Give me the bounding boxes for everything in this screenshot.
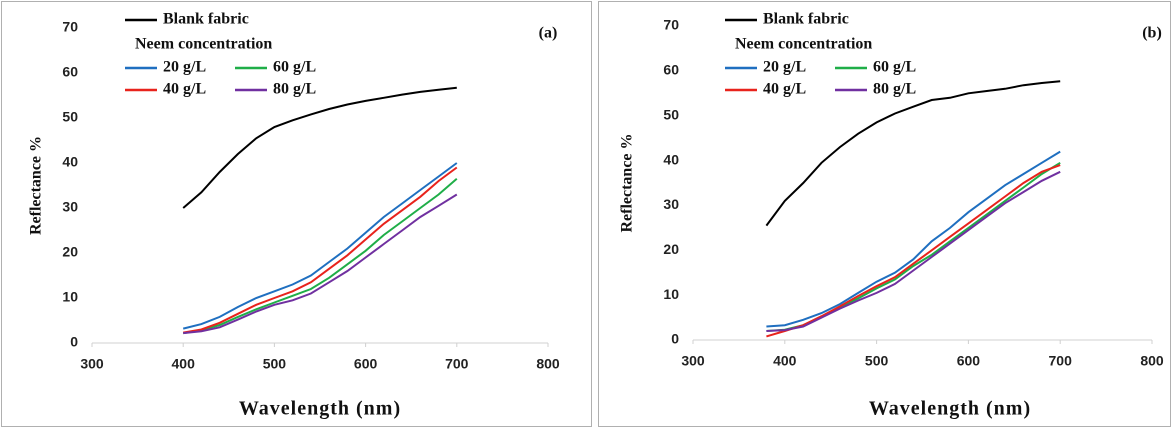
legend-label: 60 g/L (873, 59, 916, 76)
y-tick-label: 30 (62, 199, 78, 215)
y-tick-label: 30 (663, 196, 679, 212)
series-line (766, 170, 1061, 332)
legend-label: 60 g/L (273, 59, 316, 76)
legend-label: Blank fabric (763, 11, 849, 28)
y-tick-label: 70 (62, 19, 78, 35)
x-tick-label: 400 (172, 356, 196, 372)
legend-title: Neem concentration (135, 36, 272, 53)
series-line (183, 178, 458, 335)
legend-label: 40 g/L (763, 81, 806, 98)
x-tick-label: 700 (445, 356, 469, 372)
y-tick-label: 60 (663, 62, 679, 78)
y-tick-label: 20 (663, 241, 679, 257)
x-tick-label: 400 (773, 353, 797, 369)
x-axis-title: Wavelength (nm) (239, 398, 401, 420)
x-tick-label: 800 (536, 356, 560, 372)
y-tick-label: 0 (70, 334, 78, 350)
x-tick-label: 300 (681, 353, 705, 369)
panel-label: (b) (1142, 25, 1162, 42)
series-line (766, 150, 1061, 328)
y-tick-label: 10 (663, 286, 679, 302)
x-tick-label: 700 (1049, 353, 1073, 369)
legend-label: 80 g/L (273, 81, 316, 98)
legend-label: 20 g/L (163, 59, 206, 76)
legend-label: 80 g/L (873, 81, 916, 98)
y-tick-label: 60 (62, 64, 78, 80)
y-tick-label: 50 (663, 106, 679, 122)
x-tick-label: 800 (1140, 353, 1164, 369)
legend-label: 40 g/L (163, 81, 206, 98)
y-tick-label: 50 (62, 109, 78, 125)
legend-label: 20 g/L (763, 59, 806, 76)
x-tick-label: 500 (865, 353, 889, 369)
panel-frame (598, 1, 1171, 427)
series-line (766, 164, 1061, 338)
y-tick-label: 40 (62, 154, 78, 170)
y-tick-label: 0 (671, 331, 679, 347)
x-axis-title: Wavelength (nm) (869, 398, 1031, 420)
legend-label: Blank fabric (163, 11, 249, 28)
y-axis-title: Reflectance % (28, 136, 45, 235)
y-axis-title: Reflectance % (619, 133, 636, 232)
x-tick-label: 300 (80, 356, 104, 372)
y-tick-label: 70 (663, 17, 679, 33)
x-tick-label: 500 (263, 356, 287, 372)
series-line (183, 193, 458, 335)
x-tick-label: 600 (957, 353, 981, 369)
series-line (182, 86, 457, 209)
series-line (182, 162, 458, 330)
series-line (183, 166, 458, 334)
series-line (765, 80, 1061, 227)
panel-frame (1, 1, 592, 427)
y-tick-label: 40 (663, 151, 679, 167)
x-tick-label: 600 (354, 356, 378, 372)
y-tick-label: 20 (62, 244, 78, 260)
y-tick-label: 10 (62, 289, 78, 305)
panel-label: (a) (539, 25, 558, 42)
legend-title: Neem concentration (735, 36, 872, 53)
